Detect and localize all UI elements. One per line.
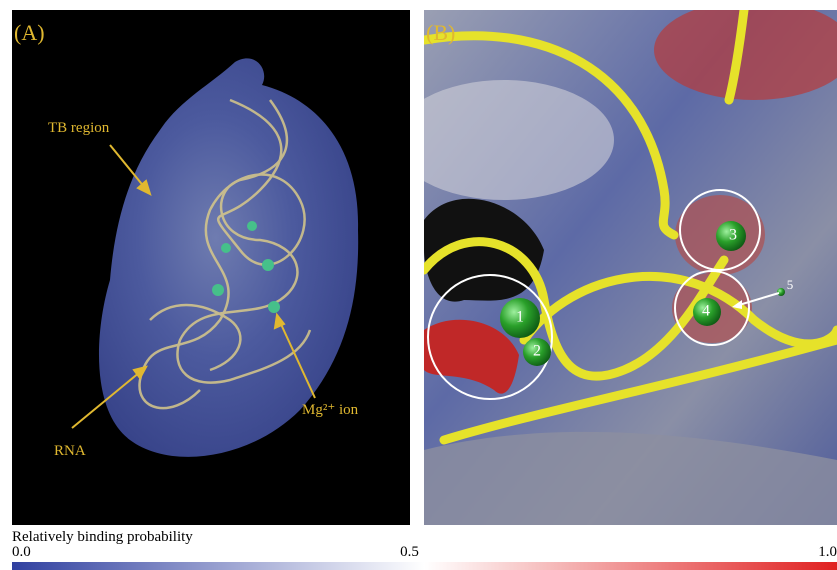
page: (A) TB region RNA Mg²⁺ ion (B) 12 3 4 5 (0, 0, 837, 570)
colorbar (12, 562, 837, 570)
annotation: TB region (48, 120, 110, 136)
panel-label: (A) (14, 20, 45, 45)
colorbar-tick-label: 0.0 (12, 544, 31, 560)
colorbar-tick-label: 1.0 (818, 544, 837, 560)
site-label: 1 (516, 309, 524, 326)
panel-b (394, 0, 837, 525)
figure: (A) TB region RNA Mg²⁺ ion (B) 12 3 4 5 (0, 0, 837, 570)
site-label: 2 (533, 343, 541, 360)
site-label: 4 (702, 303, 710, 320)
colorbar-title: Relatively binding probability (12, 529, 193, 545)
site-label: 3 (729, 227, 737, 244)
panel-label: (B) (426, 20, 455, 45)
annotation: Mg²⁺ ion (302, 402, 359, 418)
colorbar-tick-label: 0.5 (400, 544, 419, 560)
annotation: RNA (54, 443, 86, 459)
site-label: 5 (787, 277, 794, 292)
